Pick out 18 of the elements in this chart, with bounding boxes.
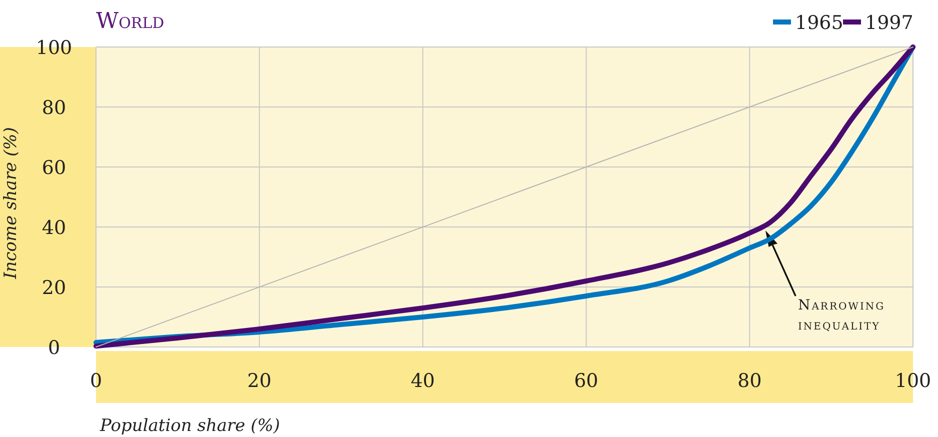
y-tick-label: 40 [42, 217, 66, 239]
x-tick-label: 20 [247, 370, 272, 392]
y-axis-title: Income share (%) [1, 127, 21, 280]
annotation: Narrowing inequality [798, 298, 886, 334]
y-tick-label: 20 [42, 277, 66, 299]
chart-title: World [96, 9, 164, 34]
x-tick-label: 40 [410, 370, 435, 392]
x-tick-label: 100 [894, 370, 932, 392]
y-tick-label: 100 [36, 37, 72, 59]
x-tick-label: 80 [738, 370, 762, 392]
y-tick-label: 60 [42, 157, 66, 179]
y-tick-label: 0 [48, 337, 60, 359]
legend-label: 1997 [865, 12, 914, 34]
y-tick-label: 80 [42, 97, 66, 119]
legend-label: 1965 [795, 12, 844, 34]
x-tick-label: 0 [90, 370, 102, 392]
x-tick-label: 60 [574, 370, 598, 392]
x-axis-title: Population share (%) [99, 416, 280, 436]
